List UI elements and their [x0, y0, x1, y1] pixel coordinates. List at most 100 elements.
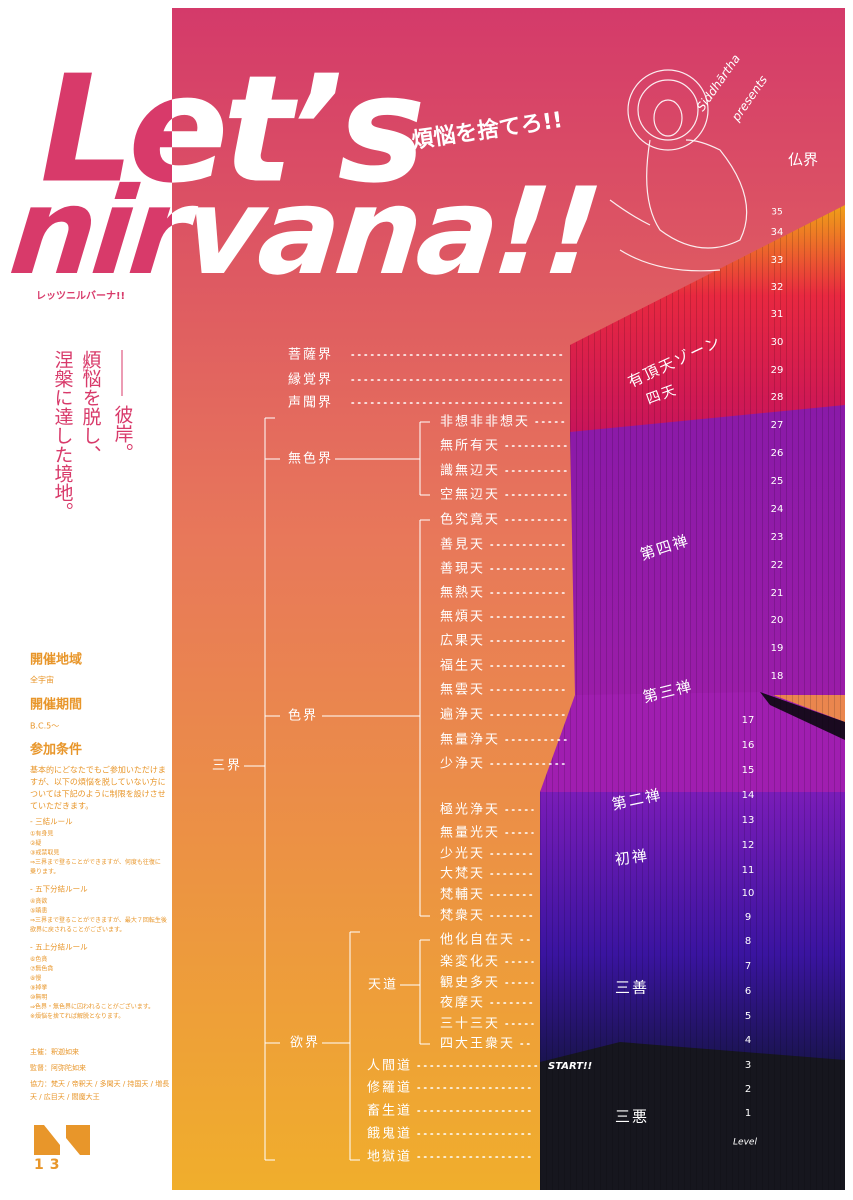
path-label: 餓鬼道: [367, 1126, 412, 1142]
level-number: 30: [771, 337, 784, 348]
level-number: 12: [742, 840, 755, 851]
group-label: 三界: [212, 759, 242, 774]
rule-line: ②疑: [30, 839, 41, 847]
rule-line: 乗ります。: [30, 869, 59, 876]
rule-line: ⑧慢: [30, 974, 41, 982]
info-value: 全宇宙: [30, 675, 54, 685]
level-number: 25: [771, 476, 784, 487]
level-number: 23: [771, 532, 784, 543]
level-number: 13: [742, 815, 755, 826]
zone-label: 三悪: [615, 1108, 649, 1126]
level-number: 4: [745, 1035, 751, 1046]
heaven-label: 観史多天: [440, 975, 500, 991]
heaven-label: 少光天: [440, 847, 485, 862]
rule-line: ※煩悩を捨てれば解脱となります。: [30, 1012, 124, 1020]
rule-line: - 五上分結ルール: [30, 942, 88, 952]
tagline-line3: 彼岸。: [112, 405, 134, 462]
info-value: B.C.5〜: [30, 722, 59, 731]
level-number: 10: [742, 888, 755, 899]
heaven-label: 広果天: [440, 634, 485, 649]
info-label: 開催期間: [30, 697, 82, 713]
credit-line: 監督：阿弥陀如来: [30, 1063, 86, 1072]
heaven-label: 空無辺天: [440, 488, 500, 503]
level-number: 31: [771, 309, 784, 320]
rule-line: ⇒色界・無色界に囚われることがございます。: [30, 1003, 154, 1011]
path-label: 畜生道: [367, 1103, 412, 1119]
info-label: 開催地域: [30, 652, 82, 668]
heaven-label: 夜摩天: [440, 995, 485, 1011]
heaven-label: 少浄天: [440, 757, 485, 772]
level-number: 20: [771, 615, 784, 626]
group-label: 欲界: [290, 1035, 320, 1051]
level-number: 17: [742, 715, 755, 726]
level-number: 27: [771, 420, 784, 431]
realm-label: 縁覚界: [288, 372, 333, 388]
tagline-ruby: ねはん: [82, 358, 90, 379]
rule-line: ⑨掉挙: [30, 984, 47, 992]
heaven-label: 他化自在天: [440, 933, 515, 948]
level-number: 15: [742, 765, 755, 776]
heaven-label: 三十三天: [440, 1017, 500, 1032]
level-number: 34: [771, 227, 784, 238]
level-number: 35: [771, 208, 782, 218]
conditions-line: 基本的にどなたでもご参加いただけま: [30, 765, 166, 775]
tower-stripes: [540, 205, 845, 1190]
level-number: 7: [745, 961, 751, 972]
level-number: 22: [771, 560, 784, 571]
heaven-label: 極光浄天: [440, 802, 500, 818]
heaven-label: 遍浄天: [440, 707, 485, 723]
level-number: 11: [742, 865, 755, 876]
top-realm: 仏界: [788, 151, 818, 169]
group-label: 天道: [368, 978, 398, 993]
buddha-art: [609, 69, 748, 272]
level-number: 19: [771, 643, 784, 654]
heaven-label: 無煩天: [440, 610, 485, 625]
rule-line: ⑤瞋恚: [30, 907, 47, 915]
heaven-label: 四大王衆天: [440, 1036, 515, 1052]
start-label: START!!: [548, 1061, 592, 1072]
heaven-label: 無量浄天: [440, 733, 500, 748]
level-number: 29: [771, 365, 784, 376]
tagline-line1: 涅槃に達した境地。: [52, 350, 74, 521]
rule-line: ⇒三界まで登ることができますが、最大７回転生後: [30, 916, 167, 924]
heaven-label: 善現天: [440, 561, 485, 577]
level-number: 5: [745, 1011, 751, 1022]
rule-line: ⑩無明: [30, 993, 47, 1001]
level-number: 14: [742, 790, 755, 801]
zone-label: 三善: [615, 979, 649, 997]
heaven-label: 識無辺天: [440, 464, 500, 479]
level-number: 24: [771, 504, 784, 515]
heaven-label: 無所有天: [440, 439, 500, 454]
group-label: 色界: [288, 708, 318, 724]
path-label: 人間道: [367, 1059, 412, 1074]
title-line2: nirvana!!: [4, 162, 603, 302]
level-number: 21: [771, 588, 784, 599]
level-number: 6: [745, 986, 751, 997]
rule-line: ⇒三界まで登ることができますが、何度も往復に: [30, 858, 161, 866]
level-number: 18: [771, 671, 784, 682]
level-label: Level: [733, 1138, 757, 1148]
heaven-label: 非想非非想天: [440, 414, 530, 430]
title-line1: Let’s: [40, 44, 421, 216]
level-number: 1: [745, 1108, 751, 1119]
heaven-label: 福生天: [440, 659, 485, 674]
rule-line: ⑥色貪: [30, 955, 47, 963]
rule-line: ③戒禁取見: [30, 849, 59, 857]
title-kana: レッツニルバーナ!!: [36, 290, 125, 302]
heaven-label: 無雲天: [440, 683, 485, 698]
credit-line: 天 / 広目天 / 閻魔大王: [30, 1092, 100, 1101]
path-label: 修羅道: [367, 1081, 412, 1096]
level-number: 8: [745, 936, 751, 947]
rule-line: ④貪欲: [30, 897, 47, 905]
group-label: 無色界: [288, 451, 333, 467]
heaven-label: 梵衆天: [440, 908, 485, 924]
path-label: 地獄道: [367, 1150, 412, 1165]
conditions-line: ついては下記のように制限を設けさせ: [30, 789, 166, 799]
tower: [540, 205, 845, 1190]
level-number: 2: [745, 1084, 751, 1095]
zone-label: 初禅: [614, 846, 650, 869]
conditions-line: すが、以下の煩悩を脱していない方に: [30, 777, 166, 787]
info-label: 参加条件: [30, 742, 82, 758]
level-number: 28: [771, 392, 784, 403]
